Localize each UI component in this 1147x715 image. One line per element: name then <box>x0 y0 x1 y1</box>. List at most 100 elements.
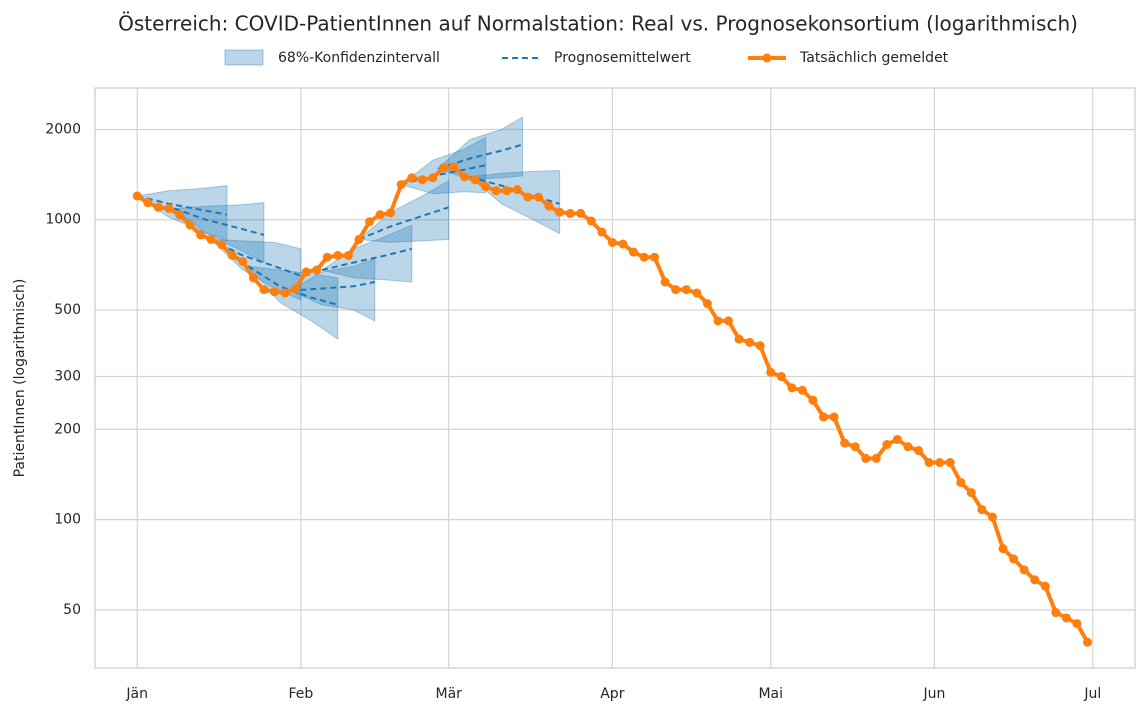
legend-swatch <box>762 53 772 63</box>
data-point <box>396 180 406 190</box>
x-tick-label: Apr <box>600 686 624 702</box>
data-point <box>840 438 850 448</box>
data-point <box>428 173 438 183</box>
x-tick-label: Mär <box>435 686 462 702</box>
y-tick-label: 200 <box>54 421 81 437</box>
y-tick-label: 2000 <box>45 121 81 137</box>
data-point <box>618 239 628 249</box>
data-point <box>206 234 216 244</box>
data-point <box>650 252 660 262</box>
data-point <box>438 163 448 173</box>
data-point <box>143 198 153 208</box>
data-point <box>1040 581 1050 591</box>
data-point <box>586 216 596 226</box>
forecast-mean-line <box>290 281 375 292</box>
data-point <box>607 237 617 247</box>
data-point <box>639 252 649 262</box>
data-point <box>745 337 755 347</box>
data-point <box>343 250 353 260</box>
data-point <box>935 458 945 468</box>
y-axis-label: PatientInnen (logarithmisch) <box>12 279 28 478</box>
data-point <box>1009 554 1019 564</box>
data-point <box>196 230 206 240</box>
data-point <box>185 220 195 230</box>
data-point <box>1030 575 1040 585</box>
data-point <box>153 202 163 212</box>
data-point <box>671 285 681 295</box>
confidence-band <box>289 258 376 322</box>
data-point <box>776 372 786 382</box>
x-tick-label: Jun <box>922 686 945 702</box>
data-point <box>417 175 427 185</box>
data-point <box>1072 619 1082 629</box>
data-point <box>375 210 385 220</box>
data-point <box>365 217 375 227</box>
data-point <box>322 252 332 262</box>
legend-label: Tatsächlich gemeldet <box>799 50 949 66</box>
data-point <box>449 162 459 172</box>
data-point <box>797 385 807 395</box>
data-point <box>766 367 776 377</box>
legend-label: 68%-Konfidenzintervall <box>278 50 440 66</box>
data-point <box>164 204 174 214</box>
data-point <box>533 192 543 202</box>
data-point <box>882 440 892 450</box>
data-point <box>871 453 881 463</box>
data-point <box>966 488 976 498</box>
data-point <box>217 240 227 250</box>
data-point <box>248 273 258 283</box>
data-point <box>998 544 1008 554</box>
data-point <box>724 316 734 326</box>
data-point <box>259 285 269 295</box>
data-point <box>301 267 311 277</box>
data-point <box>628 247 638 257</box>
y-tick-label: 1000 <box>45 212 81 228</box>
confidence-band <box>320 224 413 283</box>
data-point <box>523 192 533 202</box>
data-point <box>333 250 343 260</box>
y-tick-label: 50 <box>63 602 81 618</box>
data-point <box>956 477 966 487</box>
x-tick-label: Feb <box>288 686 313 702</box>
data-point <box>903 442 913 452</box>
data-point <box>1061 613 1071 623</box>
data-point <box>460 172 470 182</box>
data-point <box>787 383 797 393</box>
confidence-band <box>468 169 561 235</box>
data-point <box>555 207 565 217</box>
data-point <box>470 175 480 185</box>
x-tick-label: Mai <box>758 686 783 702</box>
data-point <box>1051 608 1061 618</box>
plot-frame <box>94 87 1136 669</box>
data-point <box>755 341 765 351</box>
data-point <box>977 505 987 515</box>
data-point <box>565 208 575 218</box>
data-point <box>713 316 723 326</box>
y-tick-label: 500 <box>54 302 81 318</box>
data-point <box>354 234 364 244</box>
data-point <box>502 186 512 196</box>
data-point <box>1082 637 1092 647</box>
data-point <box>280 288 290 298</box>
data-point <box>576 208 586 218</box>
data-point <box>734 334 744 344</box>
data-point <box>1019 565 1029 575</box>
legend-swatch <box>224 49 264 66</box>
data-point <box>808 395 818 405</box>
forecast-mean-line <box>210 238 302 277</box>
data-point <box>945 458 955 468</box>
data-point <box>386 208 396 218</box>
x-tick-label: Jän <box>125 686 148 702</box>
data-point <box>238 257 248 267</box>
data-point <box>987 512 997 522</box>
data-point <box>892 434 902 444</box>
forecast-mean-line <box>358 206 450 241</box>
data-point <box>544 201 554 211</box>
y-tick-label: 300 <box>54 369 81 385</box>
data-point <box>861 453 871 463</box>
data-point <box>681 285 691 295</box>
y-tick-label: 100 <box>54 512 81 528</box>
data-point <box>312 265 322 275</box>
